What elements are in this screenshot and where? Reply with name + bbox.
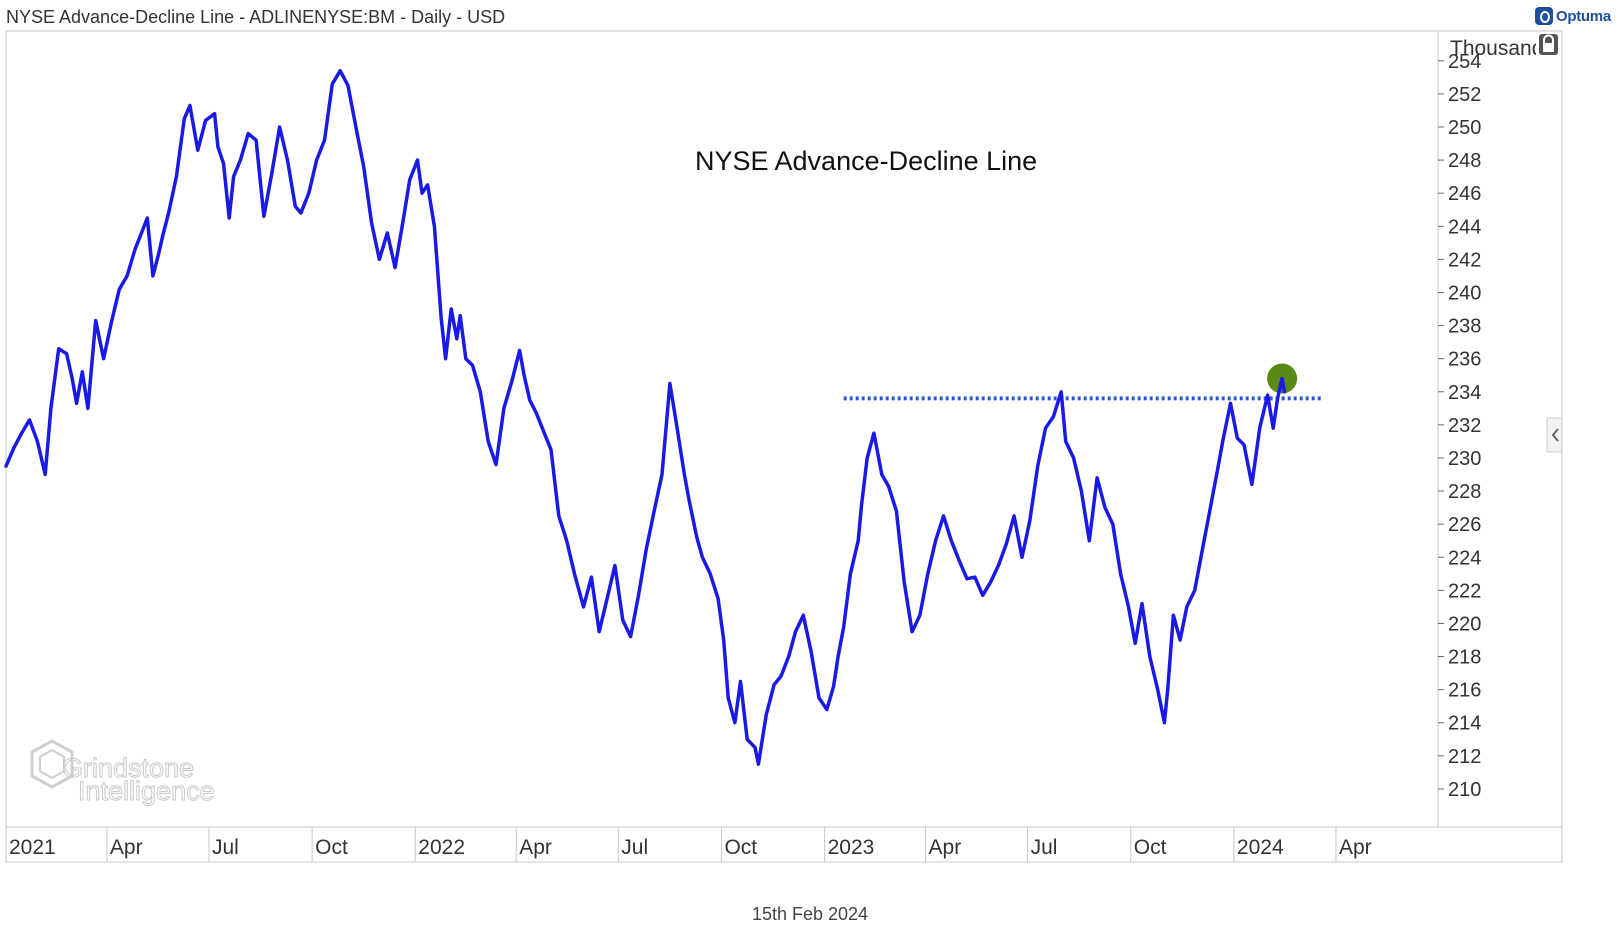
- optuma-logo: Optuma: [1535, 4, 1611, 28]
- x-tick-label: 2022: [418, 836, 465, 859]
- x-tick-label: Apr: [110, 836, 143, 859]
- y-tick-label: 238: [1448, 316, 1481, 338]
- y-tick-label: 216: [1448, 680, 1481, 702]
- watermark-hexagon-icon: [30, 739, 74, 789]
- x-tick-label: Jul: [1031, 836, 1058, 859]
- x-axis: 2021 Apr Jul Oct 2022 Apr Jul Oct 2023 Apr Jul Oct 2…: [5, 827, 1372, 862]
- y-tick-label: 236: [1448, 349, 1481, 371]
- chart-annotation: NYSE Advance-Decline Line: [695, 146, 1037, 176]
- watermark-line1: Grindstone: [62, 753, 194, 783]
- x-tick-label: Apr: [1339, 836, 1372, 859]
- y-tick-label: 222: [1448, 580, 1481, 602]
- y-tick-label: 248: [1448, 150, 1481, 172]
- x-tick-label: Jul: [621, 836, 648, 859]
- y-tick-label: 232: [1448, 415, 1481, 437]
- x-tick-label: Oct: [724, 836, 757, 859]
- x-tick-label: 2024: [1237, 836, 1284, 859]
- optuma-logo-icon: [1535, 7, 1553, 25]
- y-tick-label: 212: [1448, 746, 1481, 768]
- chart-date-footer: 15th Feb 2024: [751, 904, 869, 924]
- watermark: Grindstone Intelligence: [30, 739, 215, 807]
- y-tick-label: 210: [1448, 779, 1481, 801]
- y-axis-unit-label: Thousand: [1450, 37, 1543, 60]
- series-line: [4, 68, 1287, 766]
- x-tick-label: 2021: [9, 836, 56, 859]
- x-tick-label: Jul: [212, 836, 239, 859]
- lock-icon[interactable]: [1539, 34, 1558, 55]
- x-tick-label: Oct: [1134, 836, 1167, 859]
- y-tick-label: 226: [1448, 514, 1481, 536]
- y-tick-label: 228: [1448, 481, 1481, 503]
- y-axis-panel: [1437, 30, 1563, 828]
- watermark-line2: Intelligence: [78, 776, 215, 806]
- x-tick-label: Apr: [519, 836, 552, 859]
- x-tick-label: 2023: [828, 836, 875, 859]
- y-tick-label: 250: [1448, 117, 1481, 139]
- watermark-hexagon-inner-icon: [39, 748, 65, 780]
- y-tick-label: 214: [1448, 713, 1481, 735]
- y-tick-label: 252: [1448, 84, 1481, 106]
- y-tick-label: 240: [1448, 282, 1481, 304]
- x-tick-label: Oct: [315, 836, 348, 859]
- x-axis-panel: [5, 826, 1563, 863]
- optuma-logo-text: Optuma: [1556, 7, 1611, 25]
- chevron-left-icon: [1551, 428, 1559, 442]
- y-tick-label: 220: [1448, 613, 1481, 635]
- side-panel-toggle[interactable]: [1546, 417, 1563, 453]
- x-tick-label: Apr: [929, 836, 962, 859]
- y-tick-label: 254: [1448, 51, 1481, 73]
- y-tick-label: 234: [1448, 382, 1481, 404]
- plot-area: [5, 30, 1439, 828]
- y-tick-label: 246: [1448, 183, 1481, 205]
- y-tick-label: 230: [1448, 448, 1481, 470]
- chart-header-title: NYSE Advance-Decline Line - ADLINENYSE:B…: [6, 7, 506, 27]
- y-axis: 210 212 214 216 218 220 222 224 226 228 230 232 234 2…: [1438, 51, 1481, 801]
- y-tick-label: 242: [1448, 249, 1481, 271]
- y-tick-label: 224: [1448, 547, 1481, 569]
- y-tick-label: 244: [1448, 216, 1481, 238]
- y-tick-label: 218: [1448, 647, 1481, 669]
